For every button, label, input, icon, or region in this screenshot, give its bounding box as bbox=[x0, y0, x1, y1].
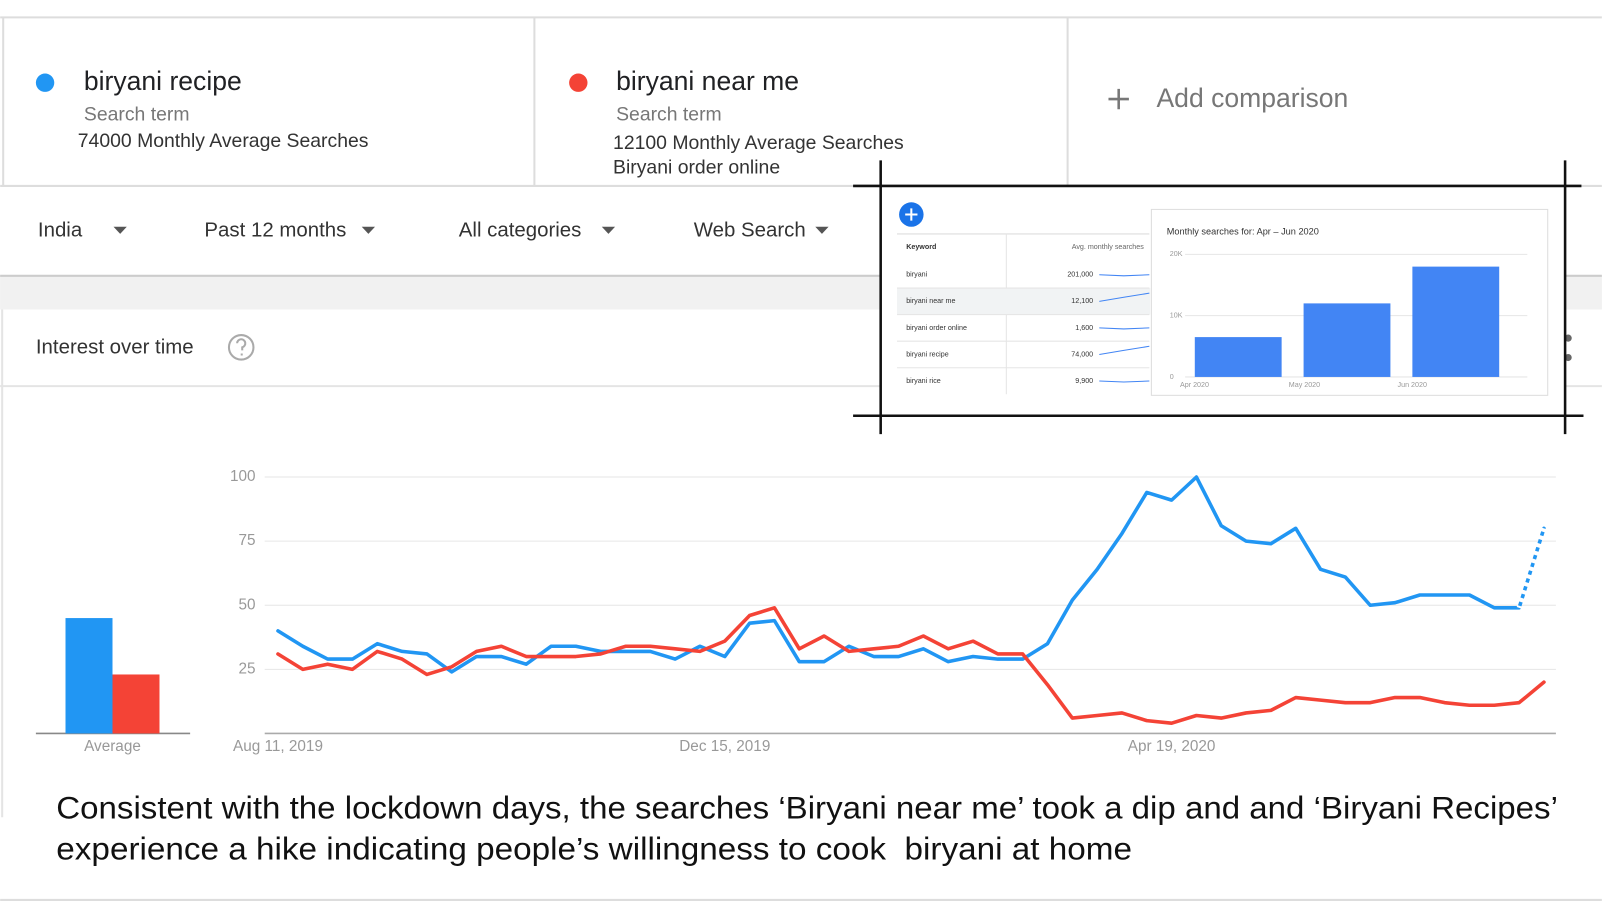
dropdown-arrow bbox=[113, 226, 127, 234]
x-tick-label: May 2020 bbox=[1289, 381, 1320, 389]
sparkline bbox=[1099, 380, 1150, 383]
x-tick-label: Apr 2020 bbox=[1180, 381, 1209, 389]
y-tick-label: 20K bbox=[1170, 250, 1183, 258]
sparkline bbox=[1099, 274, 1150, 277]
x-tick-label: Jun 2020 bbox=[1398, 381, 1427, 389]
monthly-searches: 12,100 bbox=[1071, 297, 1093, 305]
partial-segment-overlay bbox=[1516, 527, 1547, 609]
term-dot bbox=[35, 73, 55, 92]
term-card[interactable]: biryani recipe Search term 74000 Monthly… bbox=[35, 66, 369, 152]
sparkline bbox=[1099, 327, 1150, 330]
dropdown-arrow bbox=[361, 226, 376, 234]
bar bbox=[1194, 337, 1282, 377]
keyword: biryani bbox=[906, 271, 927, 279]
term-name: biryani near me bbox=[616, 66, 799, 96]
dropdown-arrow bbox=[601, 226, 616, 234]
term-card[interactable]: biryani near me Search term 12100 Monthl… bbox=[569, 66, 904, 179]
chart-title: Monthly searches for: Apr – Jun 2020 bbox=[1167, 226, 1319, 236]
help-glyph bbox=[236, 338, 247, 356]
y-tick-label: 50 bbox=[238, 596, 255, 613]
bar bbox=[1303, 303, 1391, 377]
table-body: biryani 201,000 biryani near me 12,100 birya… bbox=[897, 271, 1150, 385]
filter-label: Past 12 months bbox=[204, 219, 346, 241]
help-icon[interactable] bbox=[227, 334, 255, 361]
monthly-searches: 1,600 bbox=[1075, 324, 1093, 332]
keyword: biryani recipe bbox=[906, 350, 948, 358]
x-tick-label: Apr 19, 2020 bbox=[1128, 738, 1216, 755]
x-tick-label: Dec 15, 2019 bbox=[679, 738, 770, 755]
sparkline bbox=[1099, 292, 1150, 302]
term-searches: 12100 Monthly Average Searches bbox=[613, 132, 904, 154]
monthly-searches: 9,900 bbox=[1075, 377, 1093, 385]
inset-frame bbox=[853, 160, 1584, 435]
y-tick-label: 25 bbox=[238, 660, 255, 677]
filter[interactable]: All categories bbox=[459, 219, 616, 241]
plus-icon bbox=[905, 208, 918, 221]
row-highlight bbox=[897, 288, 1151, 315]
inset-screenshot: Keyword Avg. monthly searches biryani 201… bbox=[853, 160, 1584, 435]
bar bbox=[1412, 266, 1500, 377]
monthly-searches: 201,000 bbox=[1067, 271, 1093, 279]
add-comparison[interactable]: Add comparison bbox=[1108, 83, 1348, 113]
term-subtitle: Search term bbox=[84, 104, 190, 126]
plus-icon bbox=[1108, 88, 1129, 110]
term-searches: 74000 Monthly Average Searches bbox=[78, 130, 369, 152]
caption-line: Consistent with the lockdown days, the s… bbox=[56, 789, 1558, 825]
keyword: biryani order online bbox=[906, 324, 967, 332]
add-comparison-label: Add comparison bbox=[1156, 83, 1348, 113]
filter-label: India bbox=[38, 219, 83, 241]
y-tick-label: 75 bbox=[238, 532, 255, 549]
series-line bbox=[276, 475, 1546, 674]
y-tick-label: 100 bbox=[230, 468, 256, 485]
filter[interactable]: Past 12 months bbox=[204, 219, 376, 241]
keyword: biryani near me bbox=[906, 297, 955, 305]
help-circle bbox=[227, 334, 255, 361]
dropdown-arrow bbox=[815, 226, 829, 234]
monthly-searches: 74,000 bbox=[1071, 350, 1093, 358]
y-tick-label: 10K bbox=[1170, 312, 1183, 320]
term-subtitle: Search term bbox=[616, 104, 722, 126]
inset-chart: 0 10K 20K Monthly searches for: Apr – Jun 2… bbox=[1167, 226, 1528, 389]
x-tick-label: Average bbox=[84, 738, 141, 755]
charts: 25 50 75 100 Aug 11, 2019 Dec 15, 2019 Apr 19,… bbox=[35, 468, 1556, 755]
term-note: Biryani order online bbox=[613, 157, 780, 179]
term-dot bbox=[569, 73, 588, 92]
caption-line: experience a hike indicating people’s wi… bbox=[56, 830, 1132, 866]
term-name: biryani recipe bbox=[84, 66, 242, 96]
section-title: Interest over time bbox=[36, 337, 194, 359]
y-tick-label: 0 bbox=[1170, 373, 1174, 381]
bar bbox=[65, 618, 113, 734]
series-line bbox=[276, 606, 1546, 725]
x-tick-label: Aug 11, 2019 bbox=[233, 738, 323, 755]
filter[interactable]: Web Search bbox=[694, 219, 829, 241]
filter-label: Web Search bbox=[694, 219, 806, 241]
keyword: biryani rice bbox=[906, 377, 941, 385]
table-header: Avg. monthly searches bbox=[1072, 243, 1145, 251]
sparkline bbox=[1099, 345, 1150, 355]
filter-label: All categories bbox=[459, 219, 582, 241]
table-header: Keyword bbox=[906, 243, 936, 251]
filter[interactable]: India bbox=[38, 219, 127, 241]
bar bbox=[112, 674, 160, 734]
